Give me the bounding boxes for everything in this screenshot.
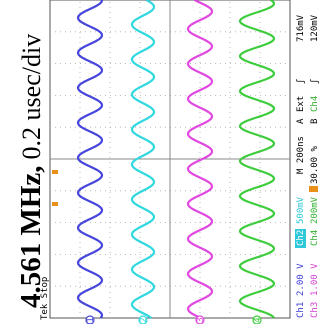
trigger-a-label: A	[296, 118, 306, 124]
ch3-label: Ch3	[310, 302, 320, 318]
page: 4.561 MHz,0.2 usec/div Tek Stop 1 2 3 4 Ch1…	[0, 0, 323, 324]
ch2-scale: 500mV	[296, 196, 306, 224]
trigger-b-level: 120mV	[310, 14, 320, 42]
trigger-b-slope: ʃ	[310, 79, 320, 84]
marker-label: 3	[196, 317, 206, 322]
horizontal: M 200ns	[296, 136, 306, 174]
marker-label: 2	[139, 317, 149, 322]
trigger-marker	[52, 202, 58, 206]
timebase: 0.2 usec/div	[17, 34, 46, 160]
run-status: Tek Stop	[40, 277, 50, 320]
ch4-scale: 200mV	[310, 196, 320, 224]
trigger-a-slope: ʃ	[296, 79, 306, 84]
marker-label: 4	[253, 317, 263, 322]
trigger-marker	[52, 170, 58, 174]
trigger-b-source: Ch4	[310, 96, 320, 112]
ch1-scale: 2.00 V	[296, 263, 306, 296]
ch3-scale: 1.00 V	[310, 263, 320, 296]
trigger-b-label: B	[310, 119, 320, 124]
title: 4.561 MHz,0.2 usec/div	[15, 34, 47, 308]
ch2-label: Ch2	[296, 230, 306, 246]
ch1-label: Ch1	[296, 302, 306, 318]
position: 30.00 %	[310, 145, 320, 184]
marker-label: 1	[86, 317, 96, 322]
trigger-a-source: Ext	[296, 96, 306, 112]
scope-capture: 4.561 MHz,0.2 usec/div Tek Stop 1 2 3 4 Ch1…	[0, 0, 323, 324]
ch4-label: Ch4	[310, 230, 320, 246]
position-icon	[309, 186, 318, 192]
trigger-a-level: 716mV	[296, 14, 306, 42]
rotated-view: 4.561 MHz,0.2 usec/div Tek Stop 1 2 3 4 Ch1…	[15, 0, 323, 324]
